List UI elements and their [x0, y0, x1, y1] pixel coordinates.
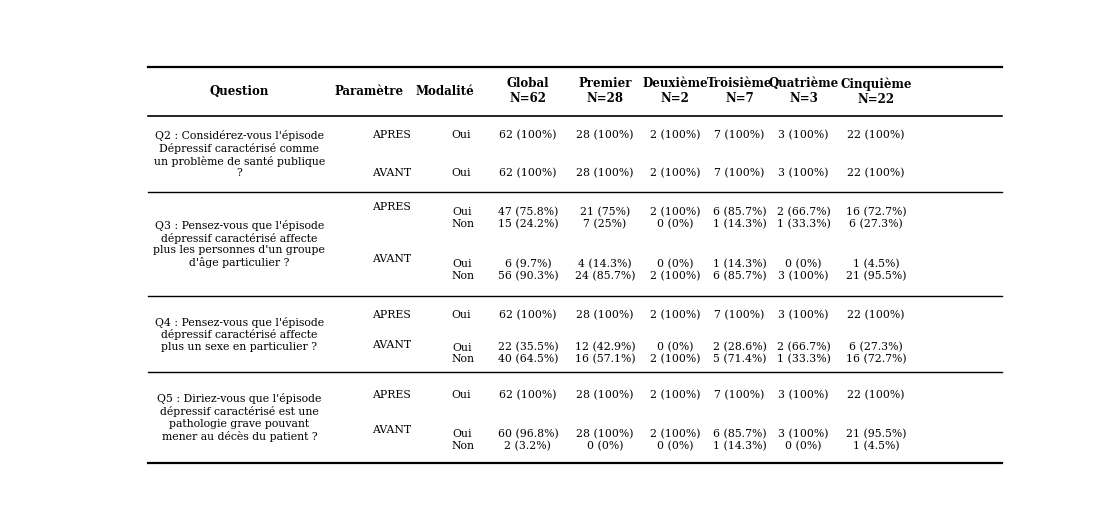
- Text: 22 (100%): 22 (100%): [847, 310, 904, 320]
- Text: 1 (14.3%)
6 (85.7%): 1 (14.3%) 6 (85.7%): [712, 259, 766, 281]
- Text: AVANT: AVANT: [372, 340, 411, 350]
- Text: 2 (28.6%)
5 (71.4%): 2 (28.6%) 5 (71.4%): [712, 342, 767, 365]
- Text: 2 (100%)
0 (0%): 2 (100%) 0 (0%): [650, 207, 701, 230]
- Text: 28 (100%): 28 (100%): [576, 168, 634, 178]
- Text: 47 (75.8%)
15 (24.2%): 47 (75.8%) 15 (24.2%): [498, 207, 558, 230]
- Text: Oui
Non: Oui Non: [451, 259, 474, 281]
- Text: Q2 : Considérez-vous l'épisode
Dépressif caractérisé comme
un problème de santé : Q2 : Considérez-vous l'épisode Dépressif…: [154, 130, 325, 178]
- Text: Oui: Oui: [451, 130, 471, 140]
- Text: 2 (100%): 2 (100%): [650, 310, 701, 320]
- Text: Q5 : Diriez-vous que l'épisode
dépressif caractérisé est une
pathologie grave po: Q5 : Diriez-vous que l'épisode dépressif…: [158, 394, 322, 442]
- Text: 22 (100%): 22 (100%): [847, 168, 904, 178]
- Text: 1 (4.5%)
21 (95.5%): 1 (4.5%) 21 (95.5%): [846, 259, 907, 281]
- Text: 0 (0%)
2 (100%): 0 (0%) 2 (100%): [650, 259, 701, 281]
- Text: 6 (85.7%)
1 (14.3%): 6 (85.7%) 1 (14.3%): [712, 207, 766, 230]
- Text: 3 (100%)
0 (0%): 3 (100%) 0 (0%): [778, 429, 828, 451]
- Text: Oui
Non: Oui Non: [451, 429, 474, 451]
- Text: 62 (100%): 62 (100%): [499, 310, 557, 320]
- Text: Global
N=62: Global N=62: [506, 78, 549, 105]
- Text: 6 (27.3%)
16 (72.7%): 6 (27.3%) 16 (72.7%): [846, 342, 907, 365]
- Text: APRES: APRES: [372, 310, 410, 320]
- Text: 6 (9.7%)
56 (90.3%): 6 (9.7%) 56 (90.3%): [498, 259, 558, 281]
- Text: 2 (100%): 2 (100%): [650, 168, 701, 178]
- Text: 62 (100%): 62 (100%): [499, 168, 557, 178]
- Text: Q4 : Pensez-vous que l'épisode
dépressif caractérisé affecte
plus un sexe en par: Q4 : Pensez-vous que l'épisode dépressif…: [154, 316, 324, 352]
- Text: Troisième
N=7: Troisième N=7: [707, 78, 773, 105]
- Text: 22 (100%): 22 (100%): [847, 130, 904, 140]
- Text: 28 (100%): 28 (100%): [576, 390, 634, 400]
- Text: 60 (96.8%)
2 (3.2%): 60 (96.8%) 2 (3.2%): [498, 429, 558, 451]
- Text: 3 (100%): 3 (100%): [778, 130, 828, 140]
- Text: Premier
N=28: Premier N=28: [578, 78, 632, 105]
- Text: APRES: APRES: [372, 130, 410, 140]
- Text: 2 (66.7%)
1 (33.3%): 2 (66.7%) 1 (33.3%): [777, 342, 831, 365]
- Text: Oui
Non: Oui Non: [451, 343, 474, 364]
- Text: Oui: Oui: [451, 390, 471, 400]
- Text: APRES: APRES: [372, 202, 410, 212]
- Text: 7 (100%): 7 (100%): [714, 390, 765, 400]
- Text: 16 (72.7%)
6 (27.3%): 16 (72.7%) 6 (27.3%): [846, 207, 907, 230]
- Text: 3 (100%): 3 (100%): [778, 390, 828, 400]
- Text: 22 (100%): 22 (100%): [847, 390, 904, 400]
- Text: 0 (0%)
2 (100%): 0 (0%) 2 (100%): [650, 342, 701, 365]
- Text: 0 (0%)
3 (100%): 0 (0%) 3 (100%): [778, 259, 828, 281]
- Text: 3 (100%): 3 (100%): [778, 310, 828, 320]
- Text: 28 (100%)
0 (0%): 28 (100%) 0 (0%): [576, 429, 634, 451]
- Text: APRES: APRES: [372, 390, 410, 400]
- Text: 7 (100%): 7 (100%): [714, 130, 765, 140]
- Text: 2 (66.7%)
1 (33.3%): 2 (66.7%) 1 (33.3%): [777, 207, 831, 230]
- Text: Modalité: Modalité: [416, 85, 474, 98]
- Text: 4 (14.3%)
24 (85.7%): 4 (14.3%) 24 (85.7%): [575, 259, 635, 281]
- Text: AVANT: AVANT: [372, 425, 411, 435]
- Text: 2 (100%)
0 (0%): 2 (100%) 0 (0%): [650, 429, 701, 451]
- Text: Deuxième
N=2: Deuxième N=2: [643, 78, 708, 105]
- Text: Question: Question: [210, 85, 269, 98]
- Text: AVANT: AVANT: [372, 168, 411, 178]
- Text: Oui: Oui: [451, 168, 471, 178]
- Text: 7 (100%): 7 (100%): [714, 168, 765, 178]
- Text: 2 (100%): 2 (100%): [650, 130, 701, 140]
- Text: 22 (35.5%)
40 (64.5%): 22 (35.5%) 40 (64.5%): [498, 342, 558, 365]
- Text: 62 (100%): 62 (100%): [499, 390, 557, 400]
- Text: 28 (100%): 28 (100%): [576, 130, 634, 140]
- Text: 28 (100%): 28 (100%): [576, 310, 634, 320]
- Text: 12 (42.9%)
16 (57.1%): 12 (42.9%) 16 (57.1%): [575, 342, 635, 365]
- Text: Cinquième
N=22: Cinquième N=22: [841, 77, 912, 105]
- Text: 21 (75%)
7 (25%): 21 (75%) 7 (25%): [580, 207, 629, 230]
- Text: 3 (100%): 3 (100%): [778, 168, 828, 178]
- Text: Oui: Oui: [451, 310, 471, 320]
- Text: Paramètre: Paramètre: [334, 85, 404, 98]
- Text: Quatrième
N=3: Quatrième N=3: [768, 78, 838, 105]
- Text: 6 (85.7%)
1 (14.3%): 6 (85.7%) 1 (14.3%): [712, 429, 766, 451]
- Text: 21 (95.5%)
1 (4.5%): 21 (95.5%) 1 (4.5%): [846, 429, 907, 451]
- Text: 62 (100%): 62 (100%): [499, 130, 557, 140]
- Text: Q3 : Pensez-vous que l'épisode
dépressif caractérisé affecte
plus les personnes : Q3 : Pensez-vous que l'épisode dépressif…: [153, 220, 325, 268]
- Text: 2 (100%): 2 (100%): [650, 390, 701, 400]
- Text: AVANT: AVANT: [372, 254, 411, 264]
- Text: Oui
Non: Oui Non: [451, 208, 474, 229]
- Text: 7 (100%): 7 (100%): [714, 310, 765, 320]
